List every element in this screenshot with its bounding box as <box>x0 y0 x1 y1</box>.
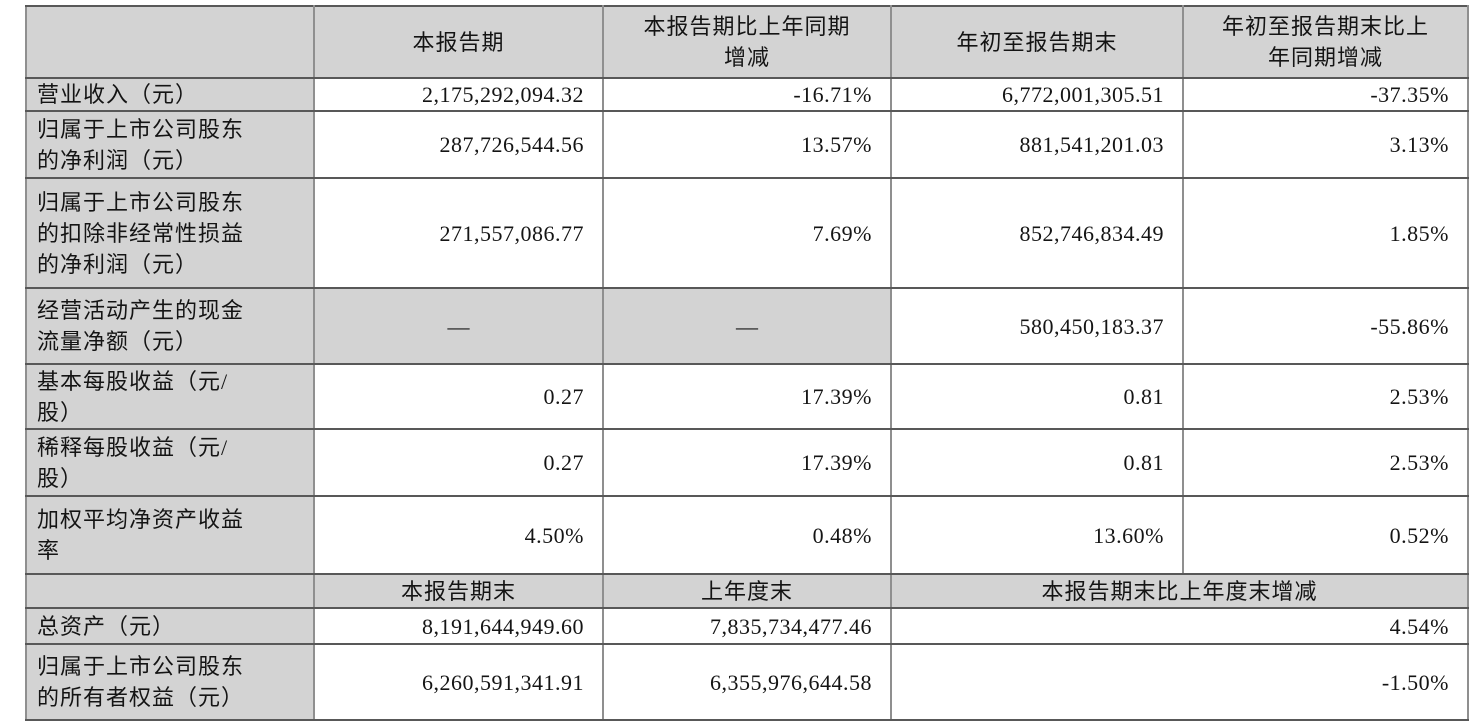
current-period-value: 0.27 <box>313 363 604 430</box>
metric-label: 归属于上市公司股东 的所有者权益（元） <box>25 643 315 721</box>
yoy-change-value: 7.69% <box>602 177 892 289</box>
ytd-yoy-change-value: -37.35% <box>1182 77 1469 112</box>
change-value: -1.50% <box>890 643 1469 721</box>
table-row: 归属于上市公司股东 的净利润（元） 287,726,544.56 13.57% … <box>25 110 1469 179</box>
table-subheader-row: 本报告期末 上年度末 本报告期末比上年度末增减 <box>25 573 1469 609</box>
table-row: 基本每股收益（元/ 股） 0.27 17.39% 0.81 2.53% <box>25 363 1469 430</box>
table-row: 稀释每股收益（元/ 股） 0.27 17.39% 0.81 2.53% <box>25 428 1469 497</box>
subheader-cell-metric <box>25 573 315 609</box>
prior-year-end-value: 7,835,734,477.46 <box>602 607 892 645</box>
period-end-value: 6,260,591,341.91 <box>313 643 604 721</box>
table-header-row: 本报告期 本报告期比上年同期 增减 年初至报告期末 年初至报告期末比上 年同期增… <box>25 5 1469 79</box>
ytd-yoy-change-value: 2.53% <box>1182 428 1469 497</box>
table-row: 总资产（元） 8,191,644,949.60 7,835,734,477.46… <box>25 607 1469 645</box>
current-period-value: 2,175,292,094.32 <box>313 77 604 112</box>
ytd-value: 0.81 <box>890 428 1184 497</box>
ytd-yoy-change-value: 2.53% <box>1182 363 1469 430</box>
table-row: 加权平均净资产收益 率 4.50% 0.48% 13.60% 0.52% <box>25 495 1469 575</box>
current-period-value: 287,726,544.56 <box>313 110 604 179</box>
subheader-cell-change: 本报告期末比上年度末增减 <box>890 573 1469 609</box>
metric-label: 稀释每股收益（元/ 股） <box>25 428 315 497</box>
ytd-yoy-change-value: 1.85% <box>1182 177 1469 289</box>
yoy-change-value: 0.48% <box>602 495 892 575</box>
table-row: 经营活动产生的现金 流量净额（元） — — 580,450,183.37 -55… <box>25 287 1469 365</box>
ytd-value: 881,541,201.03 <box>890 110 1184 179</box>
table-row: 归属于上市公司股东 的扣除非经常性损益 的净利润（元） 271,557,086.… <box>25 177 1469 289</box>
metric-label: 归属于上市公司股东 的扣除非经常性损益 的净利润（元） <box>25 177 315 289</box>
yoy-change-value: 17.39% <box>602 363 892 430</box>
metric-label: 基本每股收益（元/ 股） <box>25 363 315 430</box>
yoy-change-value: — <box>602 287 892 365</box>
financial-summary-table: 本报告期 本报告期比上年同期 增减 年初至报告期末 年初至报告期末比上 年同期增… <box>25 5 1469 721</box>
header-cell-metric <box>25 5 315 79</box>
header-cell-ytd-yoy-change: 年初至报告期末比上 年同期增减 <box>1182 5 1469 79</box>
ytd-value: 13.60% <box>890 495 1184 575</box>
ytd-yoy-change-value: 3.13% <box>1182 110 1469 179</box>
ytd-value: 6,772,001,305.51 <box>890 77 1184 112</box>
ytd-value: 580,450,183.37 <box>890 287 1184 365</box>
period-end-value: 8,191,644,949.60 <box>313 607 604 645</box>
ytd-yoy-change-value: -55.86% <box>1182 287 1469 365</box>
current-period-value: — <box>313 287 604 365</box>
yoy-change-value: -16.71% <box>602 77 892 112</box>
prior-year-end-value: 6,355,976,644.58 <box>602 643 892 721</box>
yoy-change-value: 13.57% <box>602 110 892 179</box>
yoy-change-value: 17.39% <box>602 428 892 497</box>
subheader-cell-period-end: 本报告期末 <box>313 573 604 609</box>
subheader-cell-prior-year-end: 上年度末 <box>602 573 892 609</box>
current-period-value: 271,557,086.77 <box>313 177 604 289</box>
ytd-yoy-change-value: 0.52% <box>1182 495 1469 575</box>
metric-label: 营业收入（元） <box>25 77 315 112</box>
ytd-value: 0.81 <box>890 363 1184 430</box>
metric-label: 总资产（元） <box>25 607 315 645</box>
header-cell-ytd: 年初至报告期末 <box>890 5 1184 79</box>
ytd-value: 852,746,834.49 <box>890 177 1184 289</box>
current-period-value: 4.50% <box>313 495 604 575</box>
current-period-value: 0.27 <box>313 428 604 497</box>
header-cell-yoy-change: 本报告期比上年同期 增减 <box>602 5 892 79</box>
metric-label: 经营活动产生的现金 流量净额（元） <box>25 287 315 365</box>
change-value: 4.54% <box>890 607 1469 645</box>
table-row: 营业收入（元） 2,175,292,094.32 -16.71% 6,772,0… <box>25 77 1469 112</box>
metric-label: 加权平均净资产收益 率 <box>25 495 315 575</box>
header-cell-current-period: 本报告期 <box>313 5 604 79</box>
metric-label: 归属于上市公司股东 的净利润（元） <box>25 110 315 179</box>
table-row: 归属于上市公司股东 的所有者权益（元） 6,260,591,341.91 6,3… <box>25 643 1469 721</box>
